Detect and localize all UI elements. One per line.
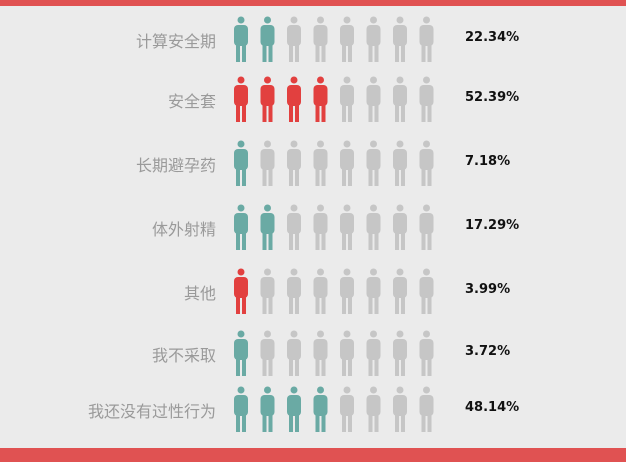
pictogram-row: 我还没有过性行为 48.14% xyxy=(0,386,626,436)
icon-group xyxy=(234,140,434,186)
person-icon-empty xyxy=(419,140,434,186)
icon-group xyxy=(234,386,434,432)
icon-group xyxy=(234,204,434,250)
person-icon-empty xyxy=(340,76,354,122)
percentage-value: 48.14% xyxy=(465,400,520,415)
person-icon-empty xyxy=(419,16,434,62)
pictogram-row: 计算安全期 22.34% xyxy=(0,16,626,66)
person-icon-filled xyxy=(260,204,275,250)
person-icon-empty xyxy=(366,386,381,432)
person-icon-empty xyxy=(393,268,407,314)
person-icon-filled xyxy=(287,76,301,122)
person-icon-filled xyxy=(260,16,275,62)
pictogram-row: 长期避孕药 7.18% xyxy=(0,140,626,190)
person-icon-empty xyxy=(366,140,381,186)
category-label: 计算安全期 xyxy=(135,32,216,51)
person-icon-empty xyxy=(340,330,354,376)
person-icon-filled xyxy=(234,268,248,314)
person-icon-empty xyxy=(260,268,275,314)
category-label: 其他 xyxy=(183,284,216,303)
person-icon-empty xyxy=(393,330,407,376)
person-icon-empty xyxy=(393,140,407,186)
person-icon-empty xyxy=(260,140,275,186)
infographic-panel: 计算安全期 22.34% 安全套 52.39% 长期避孕药 7.18% 体外射精 17.29%… xyxy=(0,0,626,462)
pictogram-row: 我不采取 3.72% xyxy=(0,330,626,380)
category-label: 安全套 xyxy=(167,92,216,111)
person-icon-empty xyxy=(313,204,328,250)
person-icon-empty xyxy=(313,16,328,62)
person-icon-empty xyxy=(340,204,354,250)
pictogram-row: 体外射精 17.29% xyxy=(0,204,626,254)
person-icon-empty xyxy=(287,16,301,62)
person-icon-filled xyxy=(287,386,301,432)
person-icon-empty xyxy=(287,140,301,186)
person-icon-empty xyxy=(366,330,381,376)
person-icon-empty xyxy=(393,386,407,432)
person-icon-filled xyxy=(234,204,248,250)
percentage-value: 22.34% xyxy=(465,30,520,45)
person-icon-empty xyxy=(287,204,301,250)
person-icon-empty xyxy=(393,16,407,62)
icon-group xyxy=(234,330,434,376)
icon-group xyxy=(234,76,434,122)
person-icon-empty xyxy=(419,204,434,250)
percentage-value: 17.29% xyxy=(465,218,520,233)
percentage-value: 52.39% xyxy=(465,90,520,105)
person-icon-empty xyxy=(419,386,434,432)
person-icon-empty xyxy=(340,140,354,186)
top-accent-bar xyxy=(0,0,626,6)
person-icon-filled xyxy=(234,16,248,62)
person-icon-empty xyxy=(366,76,381,122)
person-icon-empty xyxy=(419,76,434,122)
person-icon-empty xyxy=(366,204,381,250)
person-icon-empty xyxy=(419,330,434,376)
category-label: 我还没有过性行为 xyxy=(87,402,216,421)
person-icon-empty xyxy=(366,268,381,314)
person-icon-empty xyxy=(287,268,301,314)
icon-group xyxy=(234,16,434,62)
person-icon-empty xyxy=(366,16,381,62)
person-icon-empty xyxy=(313,140,328,186)
icon-group xyxy=(234,268,434,314)
person-icon-filled xyxy=(234,140,248,186)
category-label: 体外射精 xyxy=(151,220,216,239)
pictogram-row: 其他 3.99% xyxy=(0,268,626,318)
person-icon-empty xyxy=(393,76,407,122)
person-icon-filled xyxy=(313,386,328,432)
person-icon-empty xyxy=(340,16,354,62)
person-icon-filled xyxy=(234,330,248,376)
person-icon-empty xyxy=(313,268,328,314)
person-icon-empty xyxy=(260,330,275,376)
category-label: 我不采取 xyxy=(151,346,216,365)
person-icon-filled xyxy=(260,386,275,432)
person-icon-filled xyxy=(234,386,248,432)
percentage-value: 3.72% xyxy=(465,344,511,359)
person-icon-filled xyxy=(313,76,328,122)
person-icon-empty xyxy=(340,386,354,432)
pictogram-row: 安全套 52.39% xyxy=(0,76,626,126)
person-icon-empty xyxy=(313,330,328,376)
bottom-accent-bar xyxy=(0,448,626,462)
person-icon-empty xyxy=(393,204,407,250)
person-icon-filled xyxy=(260,76,275,122)
percentage-value: 3.99% xyxy=(465,282,511,297)
person-icon-empty xyxy=(287,330,301,376)
person-icon-filled xyxy=(234,76,248,122)
person-icon-empty xyxy=(419,268,434,314)
category-label: 长期避孕药 xyxy=(135,156,216,175)
person-icon-empty xyxy=(340,268,354,314)
percentage-value: 7.18% xyxy=(465,154,511,169)
